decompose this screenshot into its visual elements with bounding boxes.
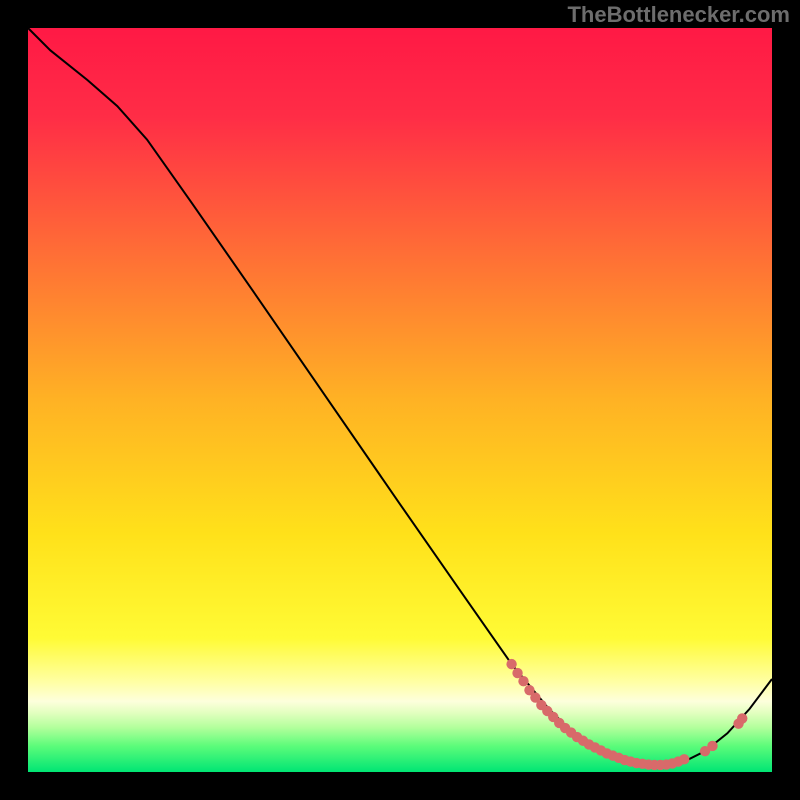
marker-point xyxy=(707,741,717,751)
marker-point xyxy=(506,659,516,669)
bottleneck-chart xyxy=(0,0,800,800)
chart-wrapper: TheBottlenecker.com xyxy=(0,0,800,800)
marker-point xyxy=(679,754,689,764)
watermark: TheBottlenecker.com xyxy=(567,2,790,28)
marker-point xyxy=(518,676,528,686)
marker-point xyxy=(737,713,747,723)
plot-background xyxy=(28,28,772,772)
